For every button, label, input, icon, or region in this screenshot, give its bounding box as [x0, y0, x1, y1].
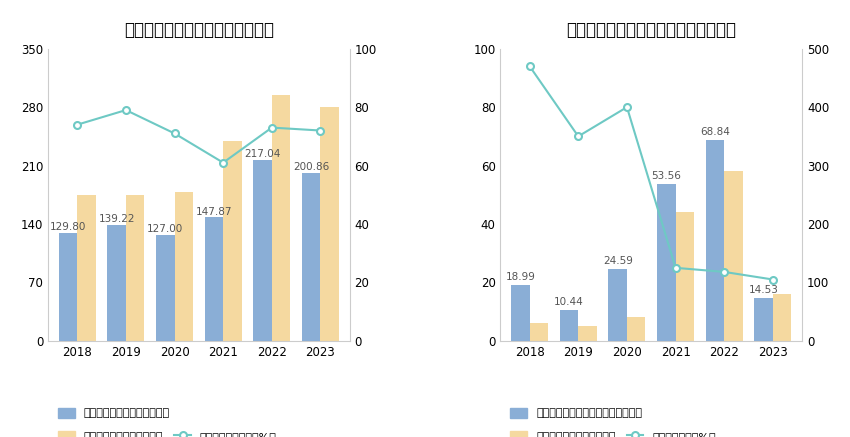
Bar [706, 140, 724, 341]
Text: 53.56: 53.56 [651, 171, 682, 181]
Bar [511, 285, 530, 341]
Bar [657, 184, 676, 341]
Text: 147.87: 147.87 [196, 207, 232, 217]
Bar [174, 192, 193, 341]
Title: 历年经营现金流净额、归母净利润情况: 历年经营现金流净额、归母净利润情况 [566, 21, 736, 39]
Text: 68.84: 68.84 [700, 127, 730, 137]
Bar [560, 310, 578, 341]
Bar [205, 218, 224, 341]
Bar [253, 160, 272, 341]
Text: 200.86: 200.86 [293, 163, 329, 172]
Bar [77, 195, 96, 341]
Bar [724, 171, 743, 341]
Text: 127.00: 127.00 [147, 224, 184, 234]
Text: 14.53: 14.53 [749, 285, 779, 295]
Text: 24.59: 24.59 [603, 256, 632, 266]
Bar [107, 225, 126, 341]
Bar [156, 235, 174, 341]
Bar [302, 173, 320, 341]
Bar [59, 232, 77, 341]
Bar [272, 95, 291, 341]
Bar [126, 195, 144, 341]
Bar [578, 326, 597, 341]
Bar [530, 323, 548, 341]
Bar [773, 294, 791, 341]
Legend: 左轴：归母净利润（亿元）, 右轴：净现比（%）: 左轴：归母净利润（亿元）, 右轴：净现比（%） [506, 427, 720, 437]
Legend: 左轴：营业总收入（亿元）, 右轴：营收现金比（%）: 左轴：营业总收入（亿元）, 右轴：营收现金比（%） [54, 427, 281, 437]
Text: 18.99: 18.99 [506, 272, 536, 282]
Text: 217.04: 217.04 [245, 149, 280, 159]
Bar [609, 269, 627, 341]
Bar [224, 141, 241, 341]
Bar [755, 298, 773, 341]
Text: 129.80: 129.80 [50, 222, 86, 232]
Text: 10.44: 10.44 [554, 298, 584, 308]
Bar [320, 107, 339, 341]
Bar [676, 212, 694, 341]
Title: 历年经营现金流入、营业收入情况: 历年经营现金流入、营业收入情况 [124, 21, 274, 39]
Bar [627, 318, 645, 341]
Text: 139.22: 139.22 [99, 214, 135, 224]
